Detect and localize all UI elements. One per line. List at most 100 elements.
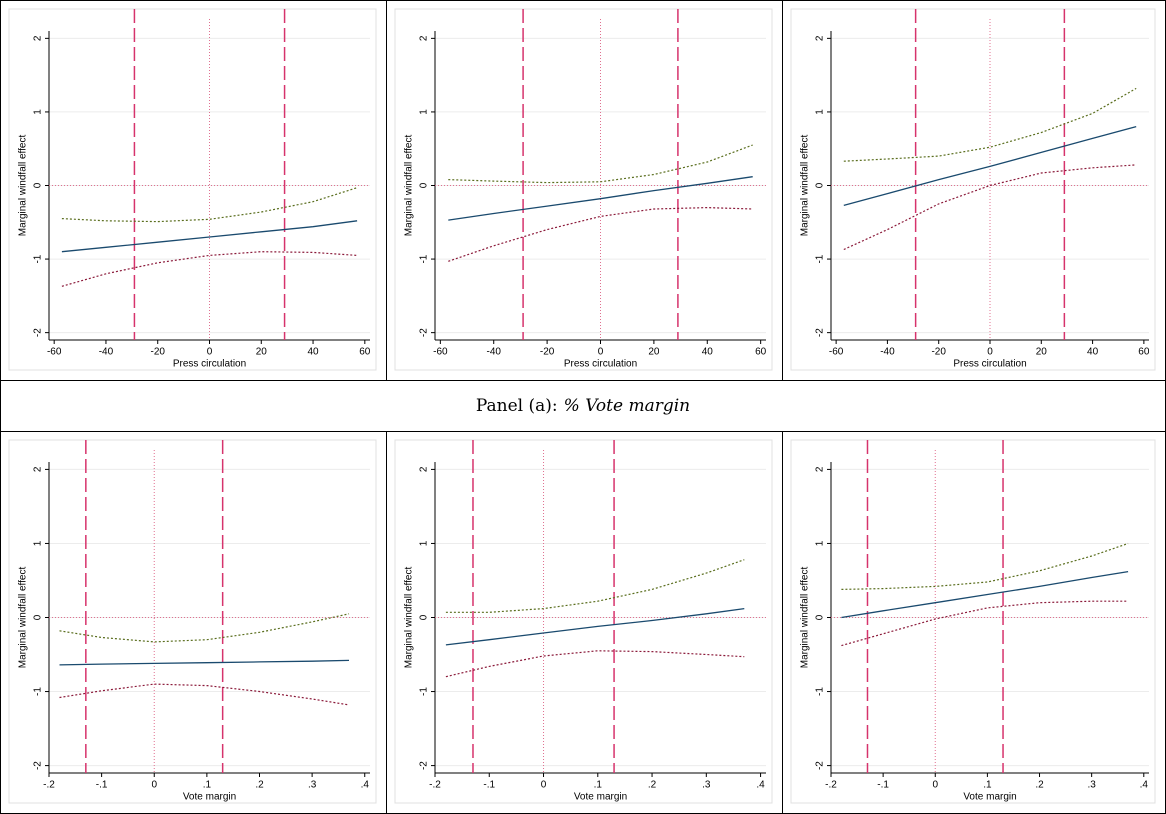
x-tick-label: .2 (648, 780, 657, 791)
y-tick-label: -2 (815, 761, 826, 770)
y-axis-label: Marginal windfall effect (18, 567, 29, 669)
x-tick-label: -.1 (96, 780, 108, 791)
panel-title: % Vote margin (563, 396, 691, 416)
x-axis-label: Press circulation (173, 359, 246, 370)
y-tick-label: -2 (33, 328, 44, 337)
x-tick-label: 60 (359, 347, 371, 358)
ci-line (843, 164, 1137, 251)
x-axis-label: Vote margin (183, 792, 236, 803)
estimate-line (448, 176, 753, 221)
y-tick-label: 2 (815, 466, 826, 472)
y-tick-label: -1 (815, 254, 826, 263)
x-tick-label: -.2 (429, 780, 441, 791)
ci-line (61, 251, 358, 287)
y-tick-label: -1 (33, 687, 44, 696)
chart-cell: -2 -1 0 1 2 -.2 -.1 0 .1 .2 .3 .4 Vote margin Margina… (386, 431, 783, 814)
x-tick-label: -60 (829, 347, 844, 358)
x-tick-label: 0 (598, 347, 604, 358)
y-tick-label: 2 (419, 35, 430, 41)
plot-frame (8, 8, 377, 371)
x-tick-label: 60 (1138, 347, 1150, 358)
chart-cell: -2 -1 0 1 2 -60 -40 -20 0 20 40 60 Press circulation… (0, 0, 387, 381)
x-tick-label: -40 (880, 347, 895, 358)
y-tick-label: 0 (33, 614, 44, 620)
x-tick-label: .1 (594, 780, 603, 791)
y-tick-label: -2 (419, 328, 430, 337)
chart: -2 -1 0 1 2 -.2 -.1 0 .1 .2 .3 .4 Vote margin Margina… (8, 439, 377, 804)
chart: -2 -1 0 1 2 -.2 -.1 0 .1 .2 .3 .4 Vote margin Margina… (394, 439, 773, 804)
x-tick-label: -40 (486, 347, 501, 358)
estimate-line (841, 570, 1129, 619)
y-tick-label: 2 (419, 466, 430, 472)
x-tick-label: .4 (756, 780, 765, 791)
y-tick-label: 0 (33, 182, 44, 188)
y-tick-label: -1 (33, 254, 44, 263)
x-tick-label: -60 (47, 347, 62, 358)
x-axis-label: Press circulation (953, 359, 1026, 370)
y-tick-label: 1 (815, 109, 826, 115)
x-tick-label: .3 (1087, 780, 1096, 791)
chart: -2 -1 0 1 2 -.2 -.1 0 .1 .2 .3 .4 Vote margin Margina… (790, 439, 1156, 804)
y-tick-label: -2 (815, 328, 826, 337)
x-tick-label: 0 (207, 347, 213, 358)
y-tick-label: 2 (33, 35, 44, 41)
ci-line (448, 144, 753, 184)
x-tick-label: -.2 (43, 780, 55, 791)
x-tick-label: -60 (433, 347, 448, 358)
x-tick-label: 20 (256, 347, 268, 358)
panel-caption: Panel (a): % Vote margin (0, 380, 1166, 432)
x-tick-label: -20 (150, 347, 165, 358)
x-tick-label: 0 (932, 780, 938, 791)
y-tick-label: -2 (33, 761, 44, 770)
x-tick-label: 60 (755, 347, 767, 358)
x-tick-label: -40 (99, 347, 114, 358)
ci-line (61, 187, 358, 223)
y-tick-label: 1 (33, 109, 44, 115)
x-tick-label: 0 (987, 347, 993, 358)
x-tick-label: .3 (308, 780, 317, 791)
y-tick-label: 1 (33, 540, 44, 546)
x-axis-label: Vote margin (574, 792, 627, 803)
x-tick-label: .2 (1035, 780, 1044, 791)
chart-cell: -2 -1 0 1 2 -.2 -.1 0 .1 .2 .3 .4 Vote margin Margina… (0, 431, 387, 814)
x-axis-label: Press circulation (564, 359, 637, 370)
y-axis-label: Marginal windfall effect (800, 135, 811, 237)
chart: -2 -1 0 1 2 -60 -40 -20 0 20 40 60 Press circulation… (8, 8, 377, 371)
x-tick-label: .4 (361, 780, 370, 791)
x-tick-label: .3 (702, 780, 711, 791)
chart-cell: -2 -1 0 1 2 -.2 -.1 0 .1 .2 .3 .4 Vote margin Margina… (782, 431, 1166, 814)
y-tick-label: 0 (815, 614, 826, 620)
x-tick-label: 0 (541, 780, 547, 791)
x-tick-label: .4 (1140, 780, 1149, 791)
estimate-line (445, 607, 745, 646)
y-axis-label: Marginal windfall effect (800, 567, 811, 669)
x-tick-label: .1 (983, 780, 992, 791)
x-tick-label: 40 (307, 347, 319, 358)
y-axis-label: Marginal windfall effect (404, 567, 415, 669)
plot-frame (394, 8, 773, 371)
plot-frame (790, 8, 1156, 371)
chart: -2 -1 0 1 2 -60 -40 -20 0 20 40 60 Press circulation… (790, 8, 1156, 371)
x-tick-label: 20 (1036, 347, 1048, 358)
y-tick-label: 1 (815, 540, 826, 546)
x-tick-label: 40 (702, 347, 714, 358)
y-tick-label: -1 (419, 254, 430, 263)
x-axis-label: Vote margin (963, 792, 1016, 803)
ci-line (445, 559, 745, 613)
estimate-line (843, 125, 1137, 207)
x-tick-label: -.2 (825, 780, 837, 791)
ci-line (59, 683, 350, 706)
x-tick-label: .1 (203, 780, 212, 791)
x-tick-label: .2 (255, 780, 264, 791)
y-tick-label: 0 (419, 182, 430, 188)
panel-prefix: Panel (a): (475, 396, 558, 416)
x-tick-label: -20 (931, 347, 946, 358)
ci-line (445, 650, 745, 678)
x-tick-label: -20 (540, 347, 555, 358)
plot-frame (790, 439, 1156, 804)
chart-cell: -2 -1 0 1 2 -60 -40 -20 0 20 40 60 Press circulation… (386, 0, 783, 381)
y-axis-label: Marginal windfall effect (404, 135, 415, 237)
y-tick-label: 0 (815, 182, 826, 188)
y-tick-label: 1 (419, 109, 430, 115)
